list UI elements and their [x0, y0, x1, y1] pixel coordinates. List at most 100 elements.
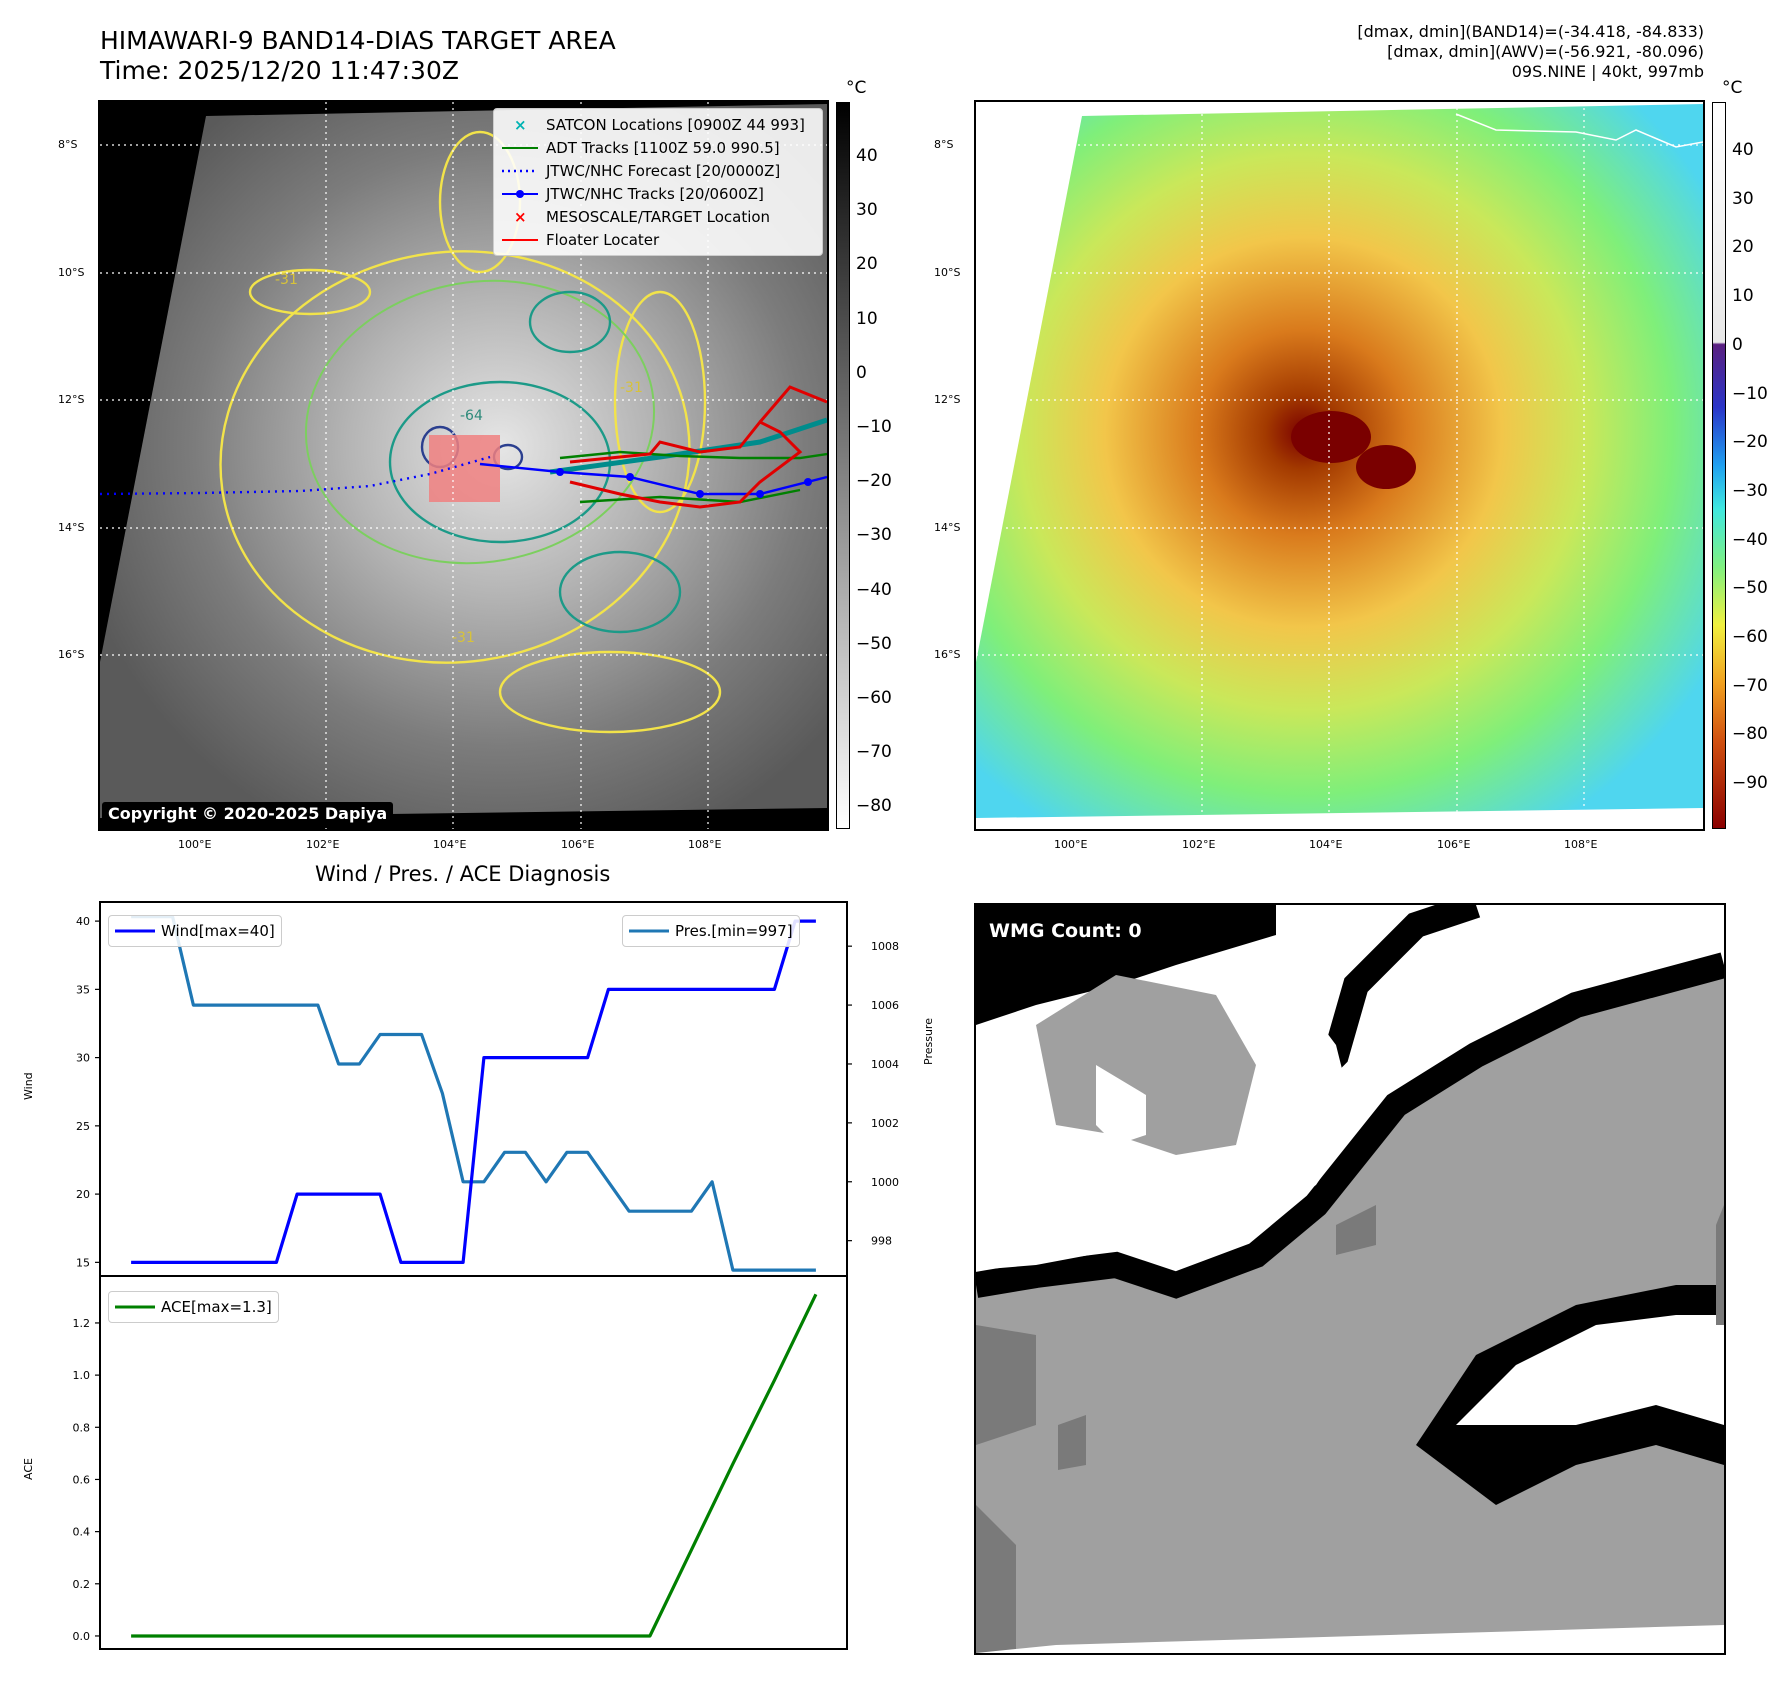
ace-legend-label: ACE[max=1.3]: [161, 1298, 272, 1316]
ace-line: [131, 1293, 818, 1638]
ace-axes: [99, 1275, 848, 1650]
wmg-black-band: [976, 952, 1724, 1299]
chart-time: Time: 2025/12/20 11:47:30Z: [100, 56, 459, 85]
lat-label: 14°S: [934, 521, 961, 534]
wmg-white-region: [1456, 1315, 1724, 1425]
ace-tick-label: 0.8: [73, 1421, 91, 1434]
awv-stats: [dmax, dmin](AWV)=(-56.921, -80.096): [1387, 42, 1704, 61]
ace-tick-label: 0.0: [73, 1630, 91, 1643]
awv-colorbar-tick: −60: [1732, 627, 1768, 647]
awv-colorbar-tick: −10: [1732, 383, 1768, 404]
floater-locater: [569, 420, 803, 509]
pressure-tick-label: 1002: [871, 1117, 899, 1130]
pressure-tick-label: 1004: [871, 1058, 899, 1071]
wind-tick-label: 15: [76, 1256, 90, 1269]
adt-track: [559, 450, 827, 504]
awv-colorbar-tick: −40: [1732, 529, 1768, 550]
legend-symbol: [502, 146, 538, 149]
lat-label: 8°S: [934, 138, 954, 151]
lon-label: 106°E: [561, 838, 595, 851]
wmg-dark-gray-region: [976, 1325, 1036, 1445]
legend-entry: JTWC/NHC Forecast [20/0000Z]: [500, 159, 816, 182]
pressure-tick-label: 998: [871, 1235, 892, 1248]
awv-colorbar-tick: 20: [1732, 237, 1754, 258]
legend-entry: Floater Locater: [500, 228, 816, 251]
ace-axis-title: ACE: [22, 1458, 35, 1480]
ir-colorbar-tick: −30: [856, 525, 892, 546]
wind-tick-label: 40: [76, 915, 90, 928]
cold-core: [1356, 445, 1416, 489]
legend-entry: ADT Tracks [1100Z 59.0 990.5]: [500, 136, 816, 159]
legend-symbol: [502, 189, 538, 198]
contour-label: -31: [275, 272, 298, 288]
legend-entry: × MESOSCALE/TARGET Location: [500, 205, 816, 228]
legend-label: JTWC/NHC Tracks [20/0600Z]: [546, 184, 764, 203]
wmg-dark-gray-region: [976, 1505, 1016, 1653]
lat-label: 16°S: [58, 648, 85, 661]
contour-label: -31: [620, 380, 643, 396]
legend-entry: JTWC/NHC Tracks [20/0600Z]: [500, 182, 816, 205]
wind-tick-label: 20: [76, 1188, 90, 1201]
lon-label: 108°E: [688, 838, 722, 851]
legend-symbol: ×: [514, 116, 527, 134]
lon-label: 102°E: [306, 838, 340, 851]
lon-label: 100°E: [178, 838, 212, 851]
ace-tick-label: 0.2: [73, 1578, 91, 1591]
ir-colorbar-tick: −50: [856, 633, 892, 654]
wmg-gray-region: [1036, 975, 1256, 1155]
pressure-legend: Pres.[min=997]: [622, 915, 800, 947]
copyright-badge: Copyright © 2020-2025 Dapiya: [102, 802, 394, 825]
svg-text:×: ×: [514, 116, 527, 134]
track-legend: × SATCON Locations [0900Z 44 993] ADT Trac…: [493, 108, 823, 256]
awv-colorbar-tick: 10: [1732, 286, 1754, 307]
storm-info: 09S.NINE | 40kt, 997mb: [1511, 62, 1704, 81]
legend-label: Floater Locater: [546, 230, 660, 249]
wind-pressure-axes: [99, 901, 848, 1277]
color-map-panel: [974, 100, 1705, 831]
ir-colorbar-tick: 30: [856, 200, 878, 221]
floater-locater-tail: [758, 385, 827, 423]
lat-label: 12°S: [58, 393, 85, 406]
lon-label: 108°E: [1564, 838, 1598, 851]
jtwc-track-points: [556, 468, 812, 498]
target-area-box: [429, 435, 500, 502]
lon-label: 106°E: [1437, 838, 1471, 851]
wmg-map: [976, 905, 1724, 1653]
ir-colorbar-tick: −80: [856, 796, 892, 817]
lat-label: 10°S: [58, 266, 85, 279]
ir-colorbar-unit: °C: [846, 78, 867, 98]
pressure-line: [131, 915, 816, 1272]
ace-tick-label: 0.6: [73, 1473, 91, 1486]
awv-colorbar-tick: −90: [1732, 773, 1768, 794]
map-gridlines: [976, 102, 1703, 829]
awv-colorbar-tick: −30: [1732, 480, 1768, 501]
chart-title: HIMAWARI-9 BAND14-DIAS TARGET AREA: [100, 26, 616, 55]
legend-symbol: [502, 169, 538, 172]
lat-label: 10°S: [934, 266, 961, 279]
awv-colorbar-tick: −80: [1732, 724, 1768, 745]
diagnosis-chart: 40 35 30 25 20 15 1008 1006 1004 1002 1000 998 1.2 1.…: [73, 901, 899, 1650]
legend-label: MESOSCALE/TARGET Location: [546, 207, 771, 226]
wmg-dark-gray-region: [1716, 1205, 1724, 1325]
legend-symbol: ×: [514, 208, 527, 226]
awv-colorbar-tick: 40: [1732, 140, 1754, 160]
legend-symbol: [502, 238, 538, 241]
contour-label: -64: [460, 408, 483, 424]
contour-mid: [304, 279, 656, 565]
wind-line: [131, 919, 816, 1264]
coastline: [1455, 113, 1703, 148]
ir-colorbar-tick: 40: [856, 146, 878, 166]
awv-colorbar-tick: 0: [1732, 334, 1743, 355]
wmg-dark-gray-region: [1336, 1205, 1376, 1255]
ir-map-panel: -31 -64 -31 -31 Copyright © 2020-2025 Da…: [98, 100, 829, 831]
wind-legend: Wind[max=40]: [108, 915, 282, 947]
color-map: [976, 102, 1703, 829]
wmg-white-region: [976, 1625, 1724, 1653]
lon-label: 104°E: [1309, 838, 1343, 851]
svg-text:×: ×: [514, 208, 527, 226]
ace-legend: ACE[max=1.3]: [108, 1291, 279, 1323]
wind-legend-label: Wind[max=40]: [161, 922, 275, 940]
lat-label: 16°S: [934, 648, 961, 661]
ir-colorbar-tick: 20: [856, 254, 878, 275]
awv-colorbar-tick: 30: [1732, 188, 1754, 209]
